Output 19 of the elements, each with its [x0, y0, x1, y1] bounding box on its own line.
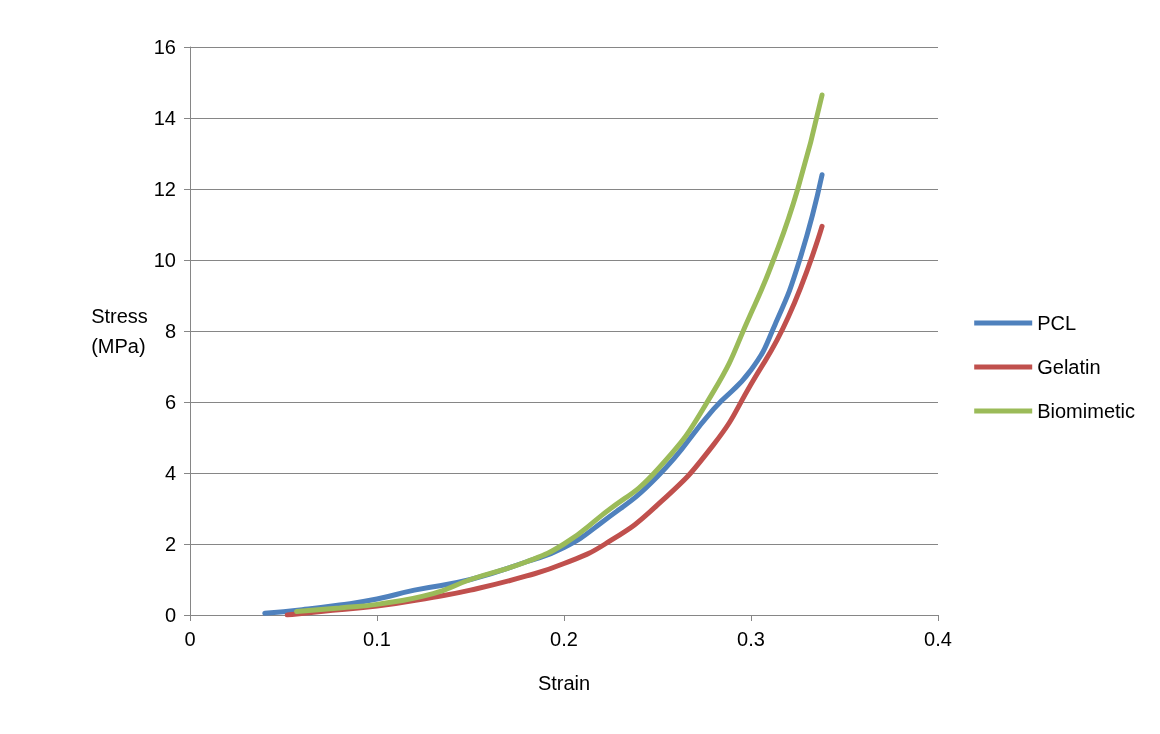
y-tick-label: 2 [164, 533, 176, 555]
y-tick-label: 12 [153, 178, 176, 200]
y-tick-label: 6 [164, 391, 176, 413]
y-tick-label: 8 [164, 320, 176, 342]
x-tick-label: 0.3 [737, 628, 765, 650]
y-tick-label: 0 [164, 604, 176, 626]
x-axis-title: Strain [537, 672, 591, 694]
x-tick-label: 0 [184, 628, 196, 650]
y-axis-title: Stress (MPa) [91, 305, 148, 357]
y-tick-label: 14 [153, 107, 176, 129]
y-tick-label: 10 [153, 249, 176, 271]
x-tick-label: 0.1 [363, 628, 391, 650]
y-tick-label: 16 [153, 36, 176, 58]
legend-label: Gelatin [1037, 356, 1101, 378]
x-tick-label: 0.4 [924, 628, 952, 650]
legend-label: PCL [1037, 312, 1077, 334]
legend-label: Biomimetic [1037, 400, 1135, 422]
y-tick-label: 4 [164, 462, 176, 484]
x-tick-label: 0.2 [550, 628, 578, 650]
